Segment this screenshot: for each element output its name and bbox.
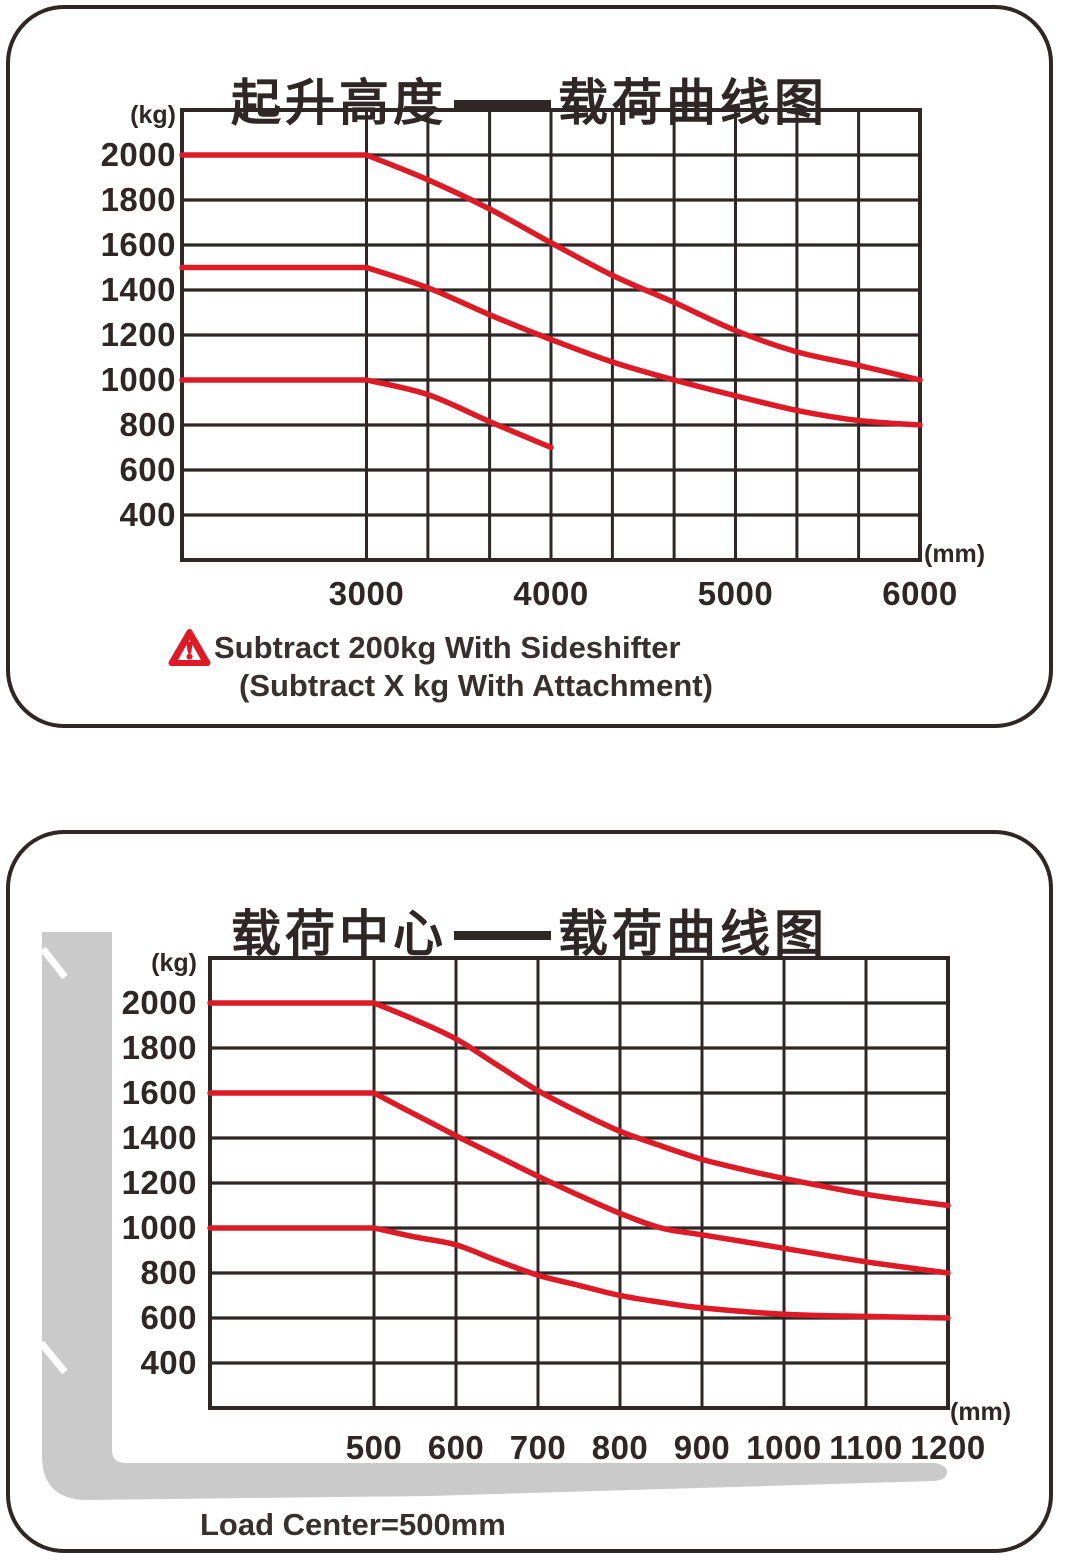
lift-height-chart-title: 起升高度 —— 载荷曲线图 bbox=[10, 63, 1049, 135]
title-text-right: 载荷曲线图 bbox=[558, 905, 828, 962]
lift-height-panel: 起升高度 —— 载荷曲线图 bbox=[6, 5, 1053, 728]
load-center-footnote: Load Center=500mm bbox=[200, 1507, 506, 1542]
capacity-1500kg-curve bbox=[179, 264, 923, 428]
title-text-right: 载荷曲线图 bbox=[558, 74, 828, 131]
warning-triangle-icon bbox=[168, 629, 211, 666]
sideshifter-note-line1: Subtract 200kg With Sideshifter bbox=[214, 630, 681, 665]
forklift-fork-graphic bbox=[38, 932, 948, 1500]
load-center-load-plot bbox=[207, 956, 951, 1410]
title-dash-bar: —— bbox=[454, 99, 551, 109]
capacity-1600kg-curve bbox=[207, 1090, 951, 1276]
capacity-2000kg-curve bbox=[207, 1000, 951, 1209]
fork-notch-bottom bbox=[38, 1340, 68, 1375]
attachment-note-line2: (Subtract X kg With Attachment) bbox=[239, 668, 713, 703]
lift-height-load-plot bbox=[179, 108, 923, 562]
capacity-1000kg-curve bbox=[207, 1225, 951, 1321]
y-axis-unit-top: (kg) bbox=[130, 101, 176, 129]
title-dash-bar: —— bbox=[454, 930, 551, 940]
x-axis-unit-top: (mm) bbox=[924, 540, 986, 568]
load-center-chart-title: 载荷中心 —— 载荷曲线图 bbox=[10, 894, 1049, 966]
x-axis-unit-bottom: (mm) bbox=[950, 1398, 1012, 1426]
y-axis-unit-bottom: (kg) bbox=[151, 949, 197, 977]
capacity-2000kg-curve bbox=[179, 152, 923, 383]
capacity-1000kg-curve bbox=[179, 377, 554, 451]
title-text-left: 起升高度 bbox=[231, 74, 447, 131]
title-text-left: 载荷中心 bbox=[231, 905, 447, 962]
plot-border bbox=[180, 108, 922, 562]
fork-notch-top bbox=[40, 946, 68, 980]
plot-border bbox=[208, 956, 950, 1410]
load-center-panel: 载荷中心 —— 载荷曲线图 bbox=[6, 830, 1053, 1553]
